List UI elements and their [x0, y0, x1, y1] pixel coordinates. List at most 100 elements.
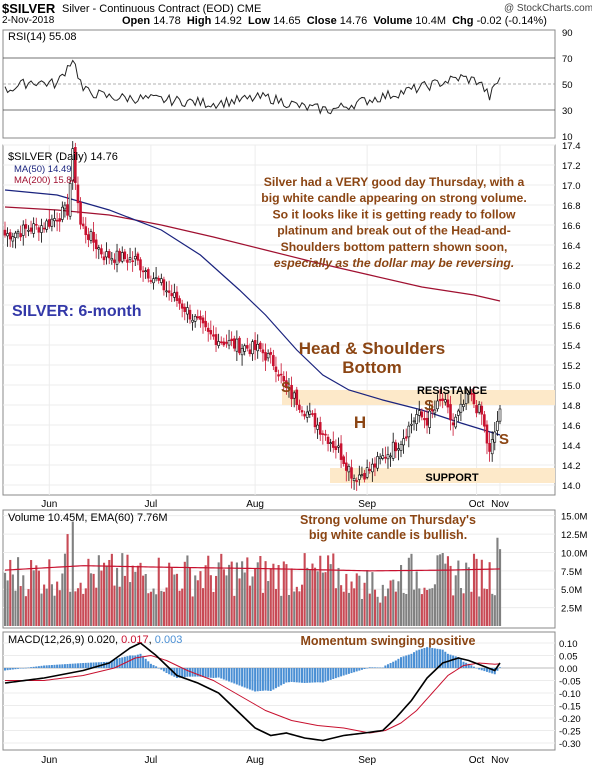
macd-histogram-bar — [147, 661, 150, 668]
volume-bar — [4, 572, 7, 626]
macd-histogram-bar — [168, 668, 171, 675]
volume-bar — [63, 553, 67, 626]
macd-x-tick-label: Aug — [246, 755, 264, 766]
volume-bar — [332, 553, 335, 626]
candle-body — [298, 404, 301, 410]
macd-histogram-bar — [251, 668, 254, 691]
macd-histogram-bar — [470, 665, 473, 668]
macd-histogram-bar — [452, 655, 455, 668]
candle-body — [120, 252, 124, 262]
macd-annotation: Momentum swinging positive — [300, 634, 475, 648]
macd-histogram-bar — [413, 652, 416, 668]
price-tick-label: 16.2 — [562, 261, 581, 272]
macd-histogram-bar — [327, 668, 330, 681]
volume-bar — [381, 584, 384, 626]
macd-histogram-bar — [337, 668, 340, 678]
macd-panel: 0.10 0.050.00 -0.05-0.10 -0.15-0.20 -0.25-0.… — [2, 631, 581, 766]
volume-bar — [89, 573, 93, 626]
candle-body — [146, 269, 150, 279]
macd-tick-label: -0.10 — [559, 689, 581, 700]
macd-histogram-bar — [202, 668, 204, 677]
macd-tick-label: 0.05 — [559, 652, 578, 663]
macd-tick-label: -0.05 — [559, 677, 581, 688]
macd-histogram-bar — [287, 668, 290, 683]
macd-histogram-bar — [217, 668, 220, 678]
volume-bar — [444, 563, 447, 626]
price-x-tick-label: Oct — [469, 499, 485, 510]
volume-bar — [170, 567, 173, 626]
candle-body — [170, 293, 174, 297]
volume-bar — [400, 565, 403, 626]
macd-histogram-bar — [360, 668, 363, 670]
candle-body — [368, 469, 372, 471]
macd-histogram-bar — [19, 668, 22, 669]
macd-histogram-bar — [92, 662, 95, 668]
contract-desc-text: Silver - Continuous Contract (EOD) — [62, 3, 234, 15]
volume-bar — [431, 588, 434, 626]
volume-bar — [475, 558, 478, 626]
candle-body — [410, 423, 413, 426]
candle-body — [201, 317, 205, 324]
close-value: 14.76 — [339, 15, 368, 27]
macd-histogram-bar — [384, 665, 387, 668]
volume-bar — [415, 571, 418, 626]
volume-bar — [316, 571, 319, 626]
candle-body — [347, 465, 351, 473]
candle-body — [493, 431, 497, 443]
candle-body — [373, 463, 377, 468]
macd-histogram-bar — [303, 668, 306, 683]
volume-bar — [407, 557, 410, 626]
volume-bar — [269, 568, 272, 626]
volume-bar — [183, 561, 186, 626]
macd-histogram-bar — [379, 667, 382, 669]
high-label: High — [186, 15, 212, 27]
candle-body — [123, 251, 127, 260]
price-x-tick-label: Jun — [41, 499, 57, 510]
candle-body — [243, 345, 246, 352]
volume-bar — [334, 588, 337, 626]
volume-bar — [79, 582, 82, 626]
macd-histogram-bar — [394, 660, 397, 668]
candle-body — [417, 410, 421, 416]
candle-body — [238, 337, 241, 354]
candle-body — [389, 455, 392, 458]
candle-body — [467, 392, 471, 395]
macd-histogram-bar — [183, 668, 186, 678]
candle-body — [81, 223, 85, 227]
volume-bar — [373, 589, 377, 626]
price-tick-label: 15.6 — [562, 321, 581, 332]
volume-bar — [121, 553, 124, 626]
candle-body — [193, 315, 197, 322]
low-value: 14.65 — [273, 15, 301, 27]
volume-bar — [228, 564, 231, 626]
volume-bar — [472, 553, 476, 626]
macd-tick-label: -0.25 — [559, 727, 581, 738]
volume-bar — [366, 570, 369, 626]
macd-histogram-bar — [113, 659, 116, 668]
candle-body — [313, 413, 317, 428]
candle-body — [149, 280, 153, 282]
volume-value: 10.4M — [415, 15, 446, 27]
stockcharts-watermark: @ StockCharts.com — [504, 3, 592, 14]
candle-body — [251, 341, 254, 355]
volume-bar — [363, 582, 366, 626]
candle-body — [358, 474, 361, 480]
candle-body — [100, 248, 103, 255]
price-tick-label: 16.6 — [562, 221, 581, 232]
macd-histogram-bar — [392, 661, 395, 668]
volume-bar — [123, 575, 126, 626]
candle-body — [428, 410, 431, 428]
volume-annotation-line1: Strong volume on Thursday's — [300, 513, 476, 527]
candle-body — [3, 229, 7, 236]
candle-body — [180, 303, 184, 309]
macd-histogram-bar — [264, 668, 267, 691]
volume-bar — [282, 561, 285, 626]
volume-bar — [178, 590, 181, 626]
candle-body — [266, 353, 270, 359]
volume-bar — [379, 602, 382, 626]
macd-histogram-bar — [301, 668, 303, 683]
macd-histogram-bar — [43, 665, 46, 668]
candle-body — [222, 341, 226, 346]
macd-histogram-bar — [423, 648, 426, 668]
macd-histogram-bar — [63, 664, 66, 668]
